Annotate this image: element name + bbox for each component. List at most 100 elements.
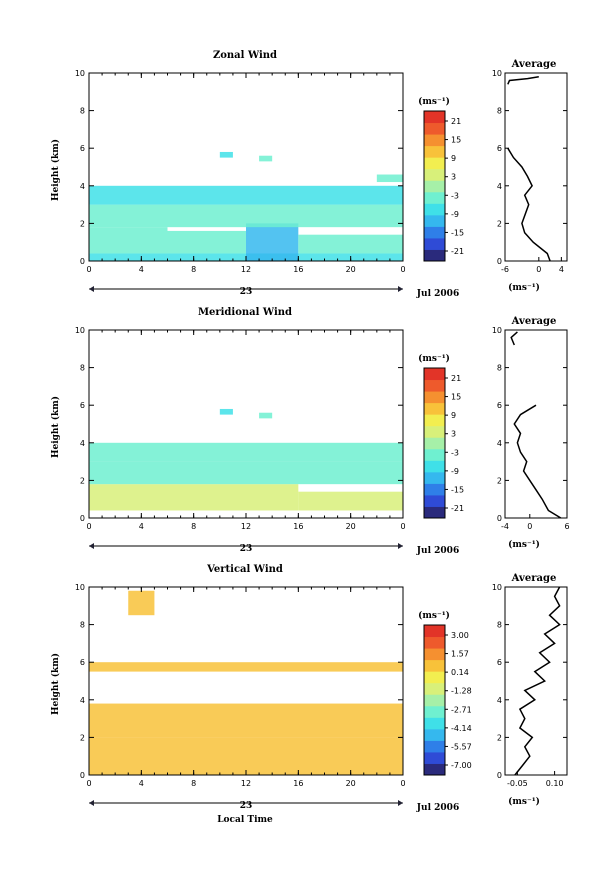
day-label: 23 — [240, 287, 253, 297]
colorbar-frame — [423, 367, 446, 519]
y-tick-label: 2 — [80, 219, 85, 228]
colorbar-tick-label: 3 — [451, 430, 456, 439]
colorbar-segment — [424, 134, 445, 147]
colorbar-tick-label: 1.57 — [451, 650, 469, 659]
date-label: Jul 2006 — [416, 289, 459, 299]
date-axis-arrow — [89, 286, 94, 292]
colorbar-segment — [424, 494, 445, 507]
panel-title: Meridional Wind — [198, 307, 292, 318]
colorbar-segment — [424, 471, 445, 484]
colorbar-tick-label: -5.57 — [451, 742, 472, 751]
average-x-tick-label: 6 — [564, 522, 569, 531]
heatmap-cell — [219, 151, 233, 158]
heatmap-cell — [89, 442, 403, 462]
colorbar-tick-label: -9 — [451, 467, 459, 476]
average-y-tick-label: 4 — [497, 439, 502, 448]
average-frame — [504, 329, 568, 519]
colorbar-unit: (ms⁻¹) — [418, 610, 450, 621]
average-frame — [504, 586, 568, 776]
y-tick-label: 8 — [80, 621, 85, 630]
average-x-tick-label: 4 — [559, 265, 564, 274]
average-x-tick-label: -0.05 — [507, 779, 528, 788]
colorbar-segment — [424, 460, 445, 473]
average-profile-line — [507, 76, 539, 85]
average-y-tick-label: 0 — [497, 514, 502, 523]
date-axis-arrow — [89, 800, 94, 806]
colorbar-tick-label: 15 — [451, 393, 461, 402]
x-tick-label: 20 — [346, 265, 356, 274]
colorbar-segment — [424, 425, 445, 438]
average-y-tick-label: 10 — [492, 326, 502, 335]
colorbar-tick-label: 3 — [451, 173, 456, 182]
average-y-tick-label: 8 — [497, 364, 502, 373]
x-tick-label: 4 — [139, 522, 144, 531]
x-tick-label: 0 — [400, 779, 405, 788]
y-tick-label: 10 — [75, 69, 85, 78]
colorbar-tick-label: -3 — [451, 191, 459, 200]
date-axis-arrow — [398, 286, 403, 292]
colorbar-tick-label: -3 — [451, 448, 459, 457]
colorbar-segment — [424, 437, 445, 450]
heatmap-cell — [219, 408, 233, 415]
date-axis-arrow — [398, 800, 403, 806]
colorbar-unit: (ms⁻¹) — [418, 96, 450, 107]
colorbar-tick-label: -15 — [451, 485, 464, 494]
colorbar-segment — [424, 751, 445, 764]
heatmap-cell — [376, 174, 403, 183]
colorbar-segment — [424, 414, 445, 427]
average-y-tick-label: 2 — [497, 219, 502, 228]
colorbar-segment — [424, 214, 445, 227]
colorbar-segment — [424, 237, 445, 250]
colorbar-tick-label: 0.14 — [451, 668, 469, 677]
x-tick-label: 4 — [139, 779, 144, 788]
colorbar-segment — [424, 379, 445, 392]
y-tick-label: 0 — [80, 514, 85, 523]
average-y-tick-label: 2 — [497, 476, 502, 485]
colorbar-segment — [424, 111, 445, 124]
colorbar-tick-label: -9 — [451, 210, 459, 219]
average-profile-line — [513, 404, 562, 519]
heatmap-cell — [89, 461, 403, 485]
y-tick-label: 6 — [80, 658, 85, 667]
heatmap-cell — [246, 223, 299, 261]
colorbar-tick-label: 9 — [451, 411, 456, 420]
colorbar-segment — [424, 448, 445, 461]
average-y-tick-label: 10 — [492, 583, 502, 592]
colorbar-tick-label: 3.00 — [451, 631, 469, 640]
average-y-tick-label: 4 — [497, 696, 502, 705]
colorbar-segment — [424, 705, 445, 718]
colorbar-segment — [424, 694, 445, 707]
y-tick-label: 10 — [75, 583, 85, 592]
y-tick-label: 6 — [80, 401, 85, 410]
x-tick-label: 16 — [293, 265, 303, 274]
heatmap-cell — [89, 737, 403, 775]
heatmap-cell — [89, 662, 403, 672]
average-y-tick-label: 0 — [497, 257, 502, 266]
colorbar-segment — [424, 391, 445, 404]
colorbar-segment — [424, 740, 445, 753]
average-xlabel: (ms⁻¹) — [508, 539, 540, 550]
date-axis-arrow — [398, 543, 403, 549]
panel-vertical-wind: Vertical Wind Average (ms⁻¹) Jul 2006 23… — [50, 564, 568, 825]
colorbar-segment — [424, 483, 445, 496]
colorbar-segment — [424, 763, 445, 776]
average-x-tick-label: 0 — [536, 265, 541, 274]
colorbar-segment — [424, 717, 445, 730]
day-label: 23 — [240, 544, 253, 554]
colorbar-tick-label: 15 — [451, 136, 461, 145]
average-x-tick-label: -6 — [501, 265, 509, 274]
colorbar-segment — [424, 402, 445, 415]
average-profile-line — [514, 586, 561, 776]
x-tick-label: 20 — [346, 779, 356, 788]
panel-meridional-wind: Meridional Wind Average (ms⁻¹) Jul 2006 … — [50, 307, 570, 556]
y-axis-label: Height (km) — [50, 139, 61, 201]
y-tick-label: 4 — [80, 439, 85, 448]
colorbar-segment — [424, 625, 445, 638]
average-title: Average — [511, 59, 557, 70]
x-tick-label: 0 — [86, 522, 91, 531]
average-y-tick-label: 8 — [497, 621, 502, 630]
y-axis-label: Height (km) — [50, 653, 61, 715]
x-tick-label: 12 — [241, 779, 251, 788]
average-profile-line — [510, 331, 518, 346]
colorbar-segment — [424, 145, 445, 158]
